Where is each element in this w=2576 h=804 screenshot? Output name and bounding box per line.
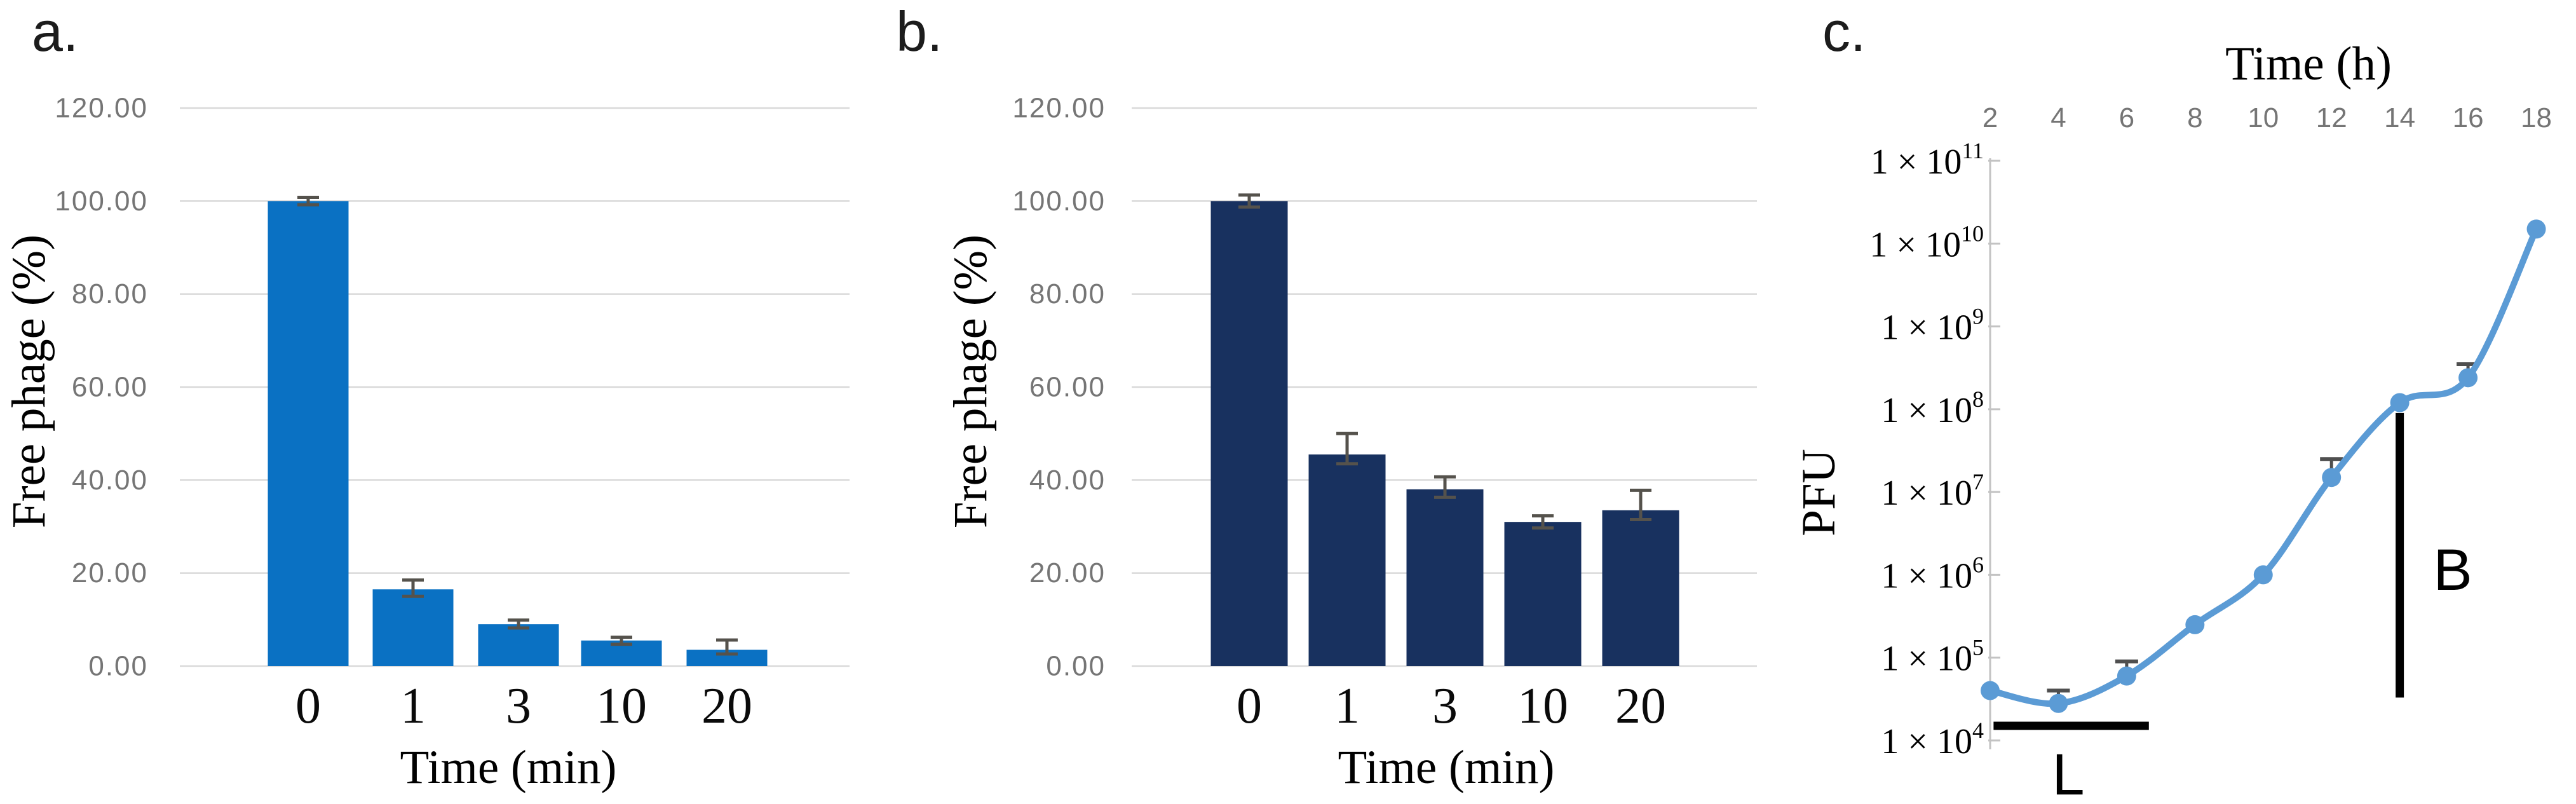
panel-c-error-bars <box>2047 362 2480 704</box>
y-tick-label: 20.00 <box>1029 557 1106 589</box>
bar <box>478 624 559 666</box>
panel-c-annotations <box>1993 412 2404 730</box>
bar <box>1308 454 1386 666</box>
bar <box>1602 510 1679 666</box>
y-tick-label: 100.00 <box>55 186 148 217</box>
panel-a-bars <box>268 201 768 666</box>
y-tick-label: 1 × 104 <box>1881 718 1984 761</box>
x-tick-label: 1 <box>400 678 426 734</box>
panel-letter-b: b. <box>896 0 942 63</box>
bar <box>1504 522 1582 666</box>
y-tick-label: 40.00 <box>1029 465 1106 496</box>
x-tick-label: 20 <box>702 678 752 734</box>
x-tick-label: 4 <box>2051 102 2066 133</box>
y-tick-label: 1 × 1011 <box>1871 138 1984 182</box>
y-tick-label: 1 × 105 <box>1881 635 1984 679</box>
data-point-marker <box>1981 681 2000 700</box>
panel-c-y-tick-labels: 1 × 1011 1 × 1010 1 × 109 1 × 108 1 × 107 1 ×… <box>1869 138 1984 761</box>
y-tick-label: 60.00 <box>1029 372 1106 403</box>
x-tick-label: 12 <box>2316 102 2347 133</box>
y-tick-label: 1 × 109 <box>1881 304 1984 348</box>
panel-a-y-tick-labels: 120.00 100.00 80.00 60.00 40.00 20.00 0.00 <box>55 93 148 682</box>
x-tick-label: 3 <box>1432 678 1458 734</box>
panel-c-x-tick-labels: 2 4 6 8 10 12 14 16 18 <box>1983 102 2552 133</box>
x-tick-label: 14 <box>2384 102 2415 133</box>
bar <box>1406 489 1484 666</box>
y-tick-label: 100.00 <box>1012 186 1106 217</box>
panel-a: a. 120.00100.0080.0060.0040.0020.000.00 … <box>3 0 850 794</box>
panel-a-x-tick-labels: 0 1 3 10 20 <box>295 678 752 734</box>
x-tick-label: 8 <box>2187 102 2202 133</box>
panel-letter-c: c. <box>1822 0 1866 63</box>
data-point-marker <box>2390 393 2410 412</box>
panel-b-bars <box>1210 201 1679 666</box>
data-point-marker <box>2185 615 2205 634</box>
y-tick-label: 0.00 <box>88 651 148 682</box>
data-point-marker <box>2322 468 2342 487</box>
panel-c: c. Time (h) PFU 2 4 6 8 10 12 14 16 18 1 × 10111… <box>1793 0 2552 804</box>
panel-b-y-axis-title: Free phage (%) <box>944 235 997 528</box>
panel-a-x-axis-title: Time (min) <box>400 741 616 794</box>
y-tick-label: 60.00 <box>72 372 148 403</box>
panel-b-x-axis-title: Time (min) <box>1338 741 1554 794</box>
panel-c-markers <box>1981 219 2546 713</box>
y-tick-label: 20.00 <box>72 557 148 589</box>
y-tick-label: 120.00 <box>1012 93 1106 124</box>
y-tick-label: 40.00 <box>72 465 148 496</box>
growth-curve-line <box>1987 226 2540 707</box>
panel-b-error-bars <box>1238 193 1651 530</box>
panel-c-y-axis-title: PFU <box>1793 449 1845 536</box>
data-point-marker <box>2526 219 2546 239</box>
panel-letter-a: a. <box>32 0 78 63</box>
latent-period-label: L <box>2052 742 2084 804</box>
panel-c-y-axis <box>1988 158 2000 749</box>
burst-size-label: B <box>2433 538 2472 603</box>
panel-a-error-bars <box>297 195 738 656</box>
x-tick-label: 18 <box>2521 102 2552 133</box>
x-tick-label: 6 <box>2119 102 2134 133</box>
data-point-marker <box>2458 368 2478 388</box>
bar <box>372 589 454 666</box>
data-point-marker <box>2117 666 2136 686</box>
y-tick-label: 1 × 1010 <box>1869 221 1984 264</box>
x-tick-label: 1 <box>1334 678 1360 734</box>
y-tick-label: 80.00 <box>72 278 148 310</box>
x-tick-label: 10 <box>596 678 647 734</box>
y-tick-label: 1 × 106 <box>1881 552 1984 596</box>
y-tick-label: 1 × 108 <box>1881 386 1984 430</box>
bar <box>268 201 349 666</box>
panel-a-y-axis-title: Free phage (%) <box>3 235 55 528</box>
y-tick-label: 120.00 <box>55 93 148 124</box>
panel-b: b. 120.00100.0080.0060.0040.0020.000.00 … <box>896 0 1757 794</box>
y-tick-label: 0.00 <box>1046 651 1106 682</box>
y-tick-label: 1 × 107 <box>1881 469 1984 513</box>
x-tick-label: 3 <box>506 678 531 734</box>
x-tick-label: 10 <box>1517 678 1568 734</box>
x-tick-label: 20 <box>1615 678 1666 734</box>
y-tick-label: 80.00 <box>1029 278 1106 310</box>
panel-c-x-axis-title: Time (h) <box>2225 37 2392 90</box>
x-tick-label: 0 <box>1237 678 1262 734</box>
data-point-marker <box>2049 693 2068 713</box>
data-point-marker <box>2253 565 2273 585</box>
x-tick-label: 16 <box>2453 102 2484 133</box>
x-tick-label: 10 <box>2247 102 2279 133</box>
panel-c-line-series <box>1987 226 2540 707</box>
panel-b-x-tick-labels: 0 1 3 10 20 <box>1237 678 1666 734</box>
x-tick-label: 0 <box>295 678 321 734</box>
bar <box>1210 201 1288 666</box>
x-tick-label: 2 <box>1983 102 1998 133</box>
panel-b-y-tick-labels: 120.00 100.00 80.00 60.00 40.00 20.00 0.00 <box>1012 93 1106 682</box>
